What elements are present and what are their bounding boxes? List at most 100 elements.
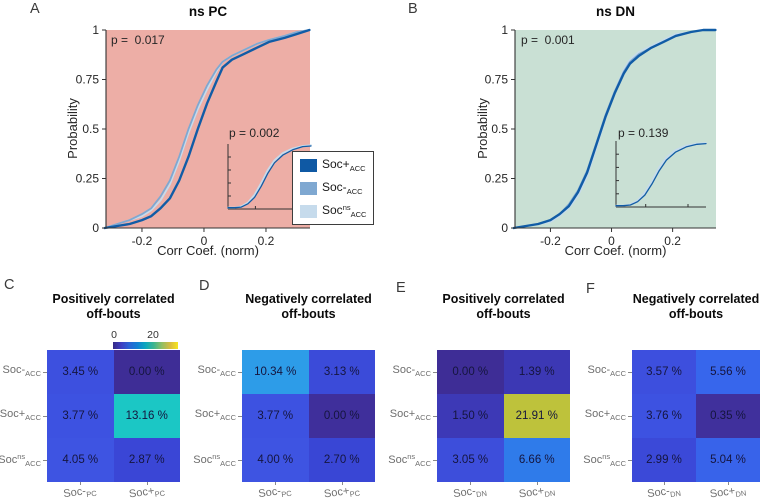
heatmap-row-label: Soc-ACC	[392, 364, 431, 378]
legend-label-1: Soc-ACC	[322, 180, 363, 196]
x-tick-label: 0.2	[664, 234, 681, 248]
label-subscript: ACC	[415, 369, 431, 378]
column-tick-mark	[728, 482, 729, 485]
cdf-plot-svg: 0 0.25 0.5 0.75 1 -0.2 0 0.2	[485, 23, 717, 248]
column-tick-mark	[341, 482, 343, 485]
row-tick-mark	[238, 416, 242, 417]
y-tick-label: 0.5	[491, 122, 508, 136]
panel-b-inset-p-value: p = 0.139	[618, 126, 669, 140]
heatmap-cell: 21.91 %	[503, 394, 570, 438]
heatmap-cell: 3.77 %	[47, 394, 114, 438]
heatmap-cell: 3.57 %	[632, 350, 696, 394]
y-tick-label: 1	[501, 23, 508, 37]
panel-b-plot: 0 0.25 0.5 0.75 1 -0.2 0 0.2	[485, 23, 717, 248]
panel-c-letter: C	[4, 277, 15, 293]
label-subscript: DN	[669, 488, 682, 500]
colorbar-tick-low: 0	[111, 329, 117, 341]
label-subscript: ACC	[25, 369, 41, 378]
heatmap-d-title: Negatively correlated off-bouts	[217, 292, 401, 322]
label-subscript: PC	[348, 488, 361, 499]
heatmap-row-label: SocnsACC	[583, 452, 626, 468]
heatmap-cell: 3.76 %	[632, 394, 696, 438]
heatmap-cell: 10.34 %	[242, 350, 309, 394]
label-subscript: ACC	[415, 459, 431, 468]
cdf-plot-svg: 0 0.25 0.5 0.75 1 -0.2 0 0.2	[76, 23, 312, 248]
panel-a-inset-p-value: p = 0.002	[229, 126, 280, 140]
legend-item-soc-minus: Soc-ACC	[300, 180, 366, 196]
panel-a-x-axis-label: Corr Coef. (norm)	[157, 243, 259, 258]
heatmap-column-label: Soc+PC	[323, 485, 361, 501]
heatmap-cell: 0.00 %	[113, 350, 180, 394]
label-subscript: ACC	[220, 459, 236, 468]
heatmap-cell: 3.05 %	[437, 438, 504, 482]
panel-a-p-value: p = 0.017	[111, 33, 165, 47]
heatmap-row-label: SocnsACC	[388, 452, 431, 468]
heatmap-cell: 3.13 %	[308, 350, 375, 394]
heatmap-title-line: off-bouts	[86, 307, 141, 321]
heatmap-row-label: Soc+ACC	[584, 408, 626, 422]
y-tick-label: 0	[501, 221, 508, 235]
panel-b-x-axis-label: Corr Coef. (norm)	[564, 243, 667, 258]
panel-b-p-value: p = 0.001	[521, 33, 575, 47]
heatmap-row-label: Soc+ACC	[389, 408, 431, 422]
y-tick-label: 1	[92, 23, 99, 37]
panel-a-title: ns PC	[188, 4, 228, 19]
label-subscript: ACC	[415, 413, 431, 422]
heatmap-column-label: Soc-DN	[646, 485, 682, 501]
heatmap-title-line: off-bouts	[476, 307, 531, 321]
column-tick-mark	[275, 482, 277, 485]
heatmap-cell: 0.35 %	[696, 394, 760, 438]
heatmap-column-label: Soc-PC	[62, 485, 98, 501]
legend-swatch-1	[300, 181, 317, 195]
row-tick-mark	[433, 372, 437, 373]
heatmap-cell: 2.99 %	[632, 438, 696, 482]
panel-a-y-axis-label: Probability	[64, 98, 80, 159]
y-tick-label: 0	[92, 221, 99, 235]
panel-e-letter: E	[396, 280, 406, 296]
heatmap-cell: 6.66 %	[503, 438, 570, 482]
x-tick-label: 0.2	[258, 234, 275, 248]
colorbar-tick-high: 20	[147, 329, 159, 341]
label-subscript: ACC	[25, 459, 41, 468]
heatmap-column-label: Soc+DN	[517, 485, 556, 501]
inset-curve-1	[615, 142, 707, 207]
heatmap-row-label: Soc-ACC	[587, 364, 626, 378]
cdf-curve-2	[103, 28, 311, 230]
column-tick-mark	[470, 482, 472, 485]
label-subscript: PC	[281, 488, 293, 500]
column-tick-mark	[80, 482, 82, 485]
heatmap-cell: 0.00 %	[437, 350, 504, 394]
label-subscript: DN	[543, 488, 556, 499]
row-tick-mark	[628, 372, 632, 373]
legend-swatch-2	[300, 204, 317, 218]
label-subscript: PC	[153, 488, 166, 499]
row-tick-mark	[628, 460, 632, 461]
legend-swatch-0	[300, 158, 317, 172]
row-tick-mark	[43, 372, 47, 373]
row-tick-mark	[43, 460, 47, 461]
label-subscript: ACC	[25, 413, 41, 422]
heatmap-cell: 4.00 %	[242, 438, 309, 482]
heatmap-title-line: Negatively correlated	[632, 292, 760, 306]
x-tick-label: 0	[201, 234, 208, 248]
panel-f-letter: F	[586, 281, 595, 297]
y-tick-label: 0.5	[82, 122, 99, 136]
panel-a-letter: A	[30, 1, 40, 17]
heatmap-cell: 3.45 %	[47, 350, 114, 394]
label-subscript: ACC	[220, 369, 236, 378]
heatmap-row-label: Soc+ACC	[194, 408, 236, 422]
row-tick-mark	[238, 372, 242, 373]
panel-b-y-axis-label: Probability	[474, 98, 490, 159]
legend-label-0: Soc+ACC	[322, 157, 366, 173]
label-subscript: ACC	[220, 413, 236, 422]
heatmap-cell: 0.00 %	[308, 394, 375, 438]
heatmap-d-grid: 10.34 % 3.13 % 3.77 % 0.00 % 4.00 % 2.70 %	[242, 350, 375, 482]
heatmap-c-grid: 3.45 % 0.00 % 3.77 % 13.16 % 4.05 % 2.87 %	[47, 350, 180, 482]
cdf-curve-2	[512, 28, 717, 230]
y-tick-label: 0.75	[76, 73, 100, 87]
label-superscript: ns	[602, 452, 611, 461]
heatmap-title-line: Positively correlated	[52, 292, 175, 306]
heatmap-row-label: Soc-ACC	[2, 364, 41, 378]
plot-background	[106, 30, 310, 228]
legend: Soc+ACC Soc-ACC SocnsACC	[292, 151, 375, 225]
